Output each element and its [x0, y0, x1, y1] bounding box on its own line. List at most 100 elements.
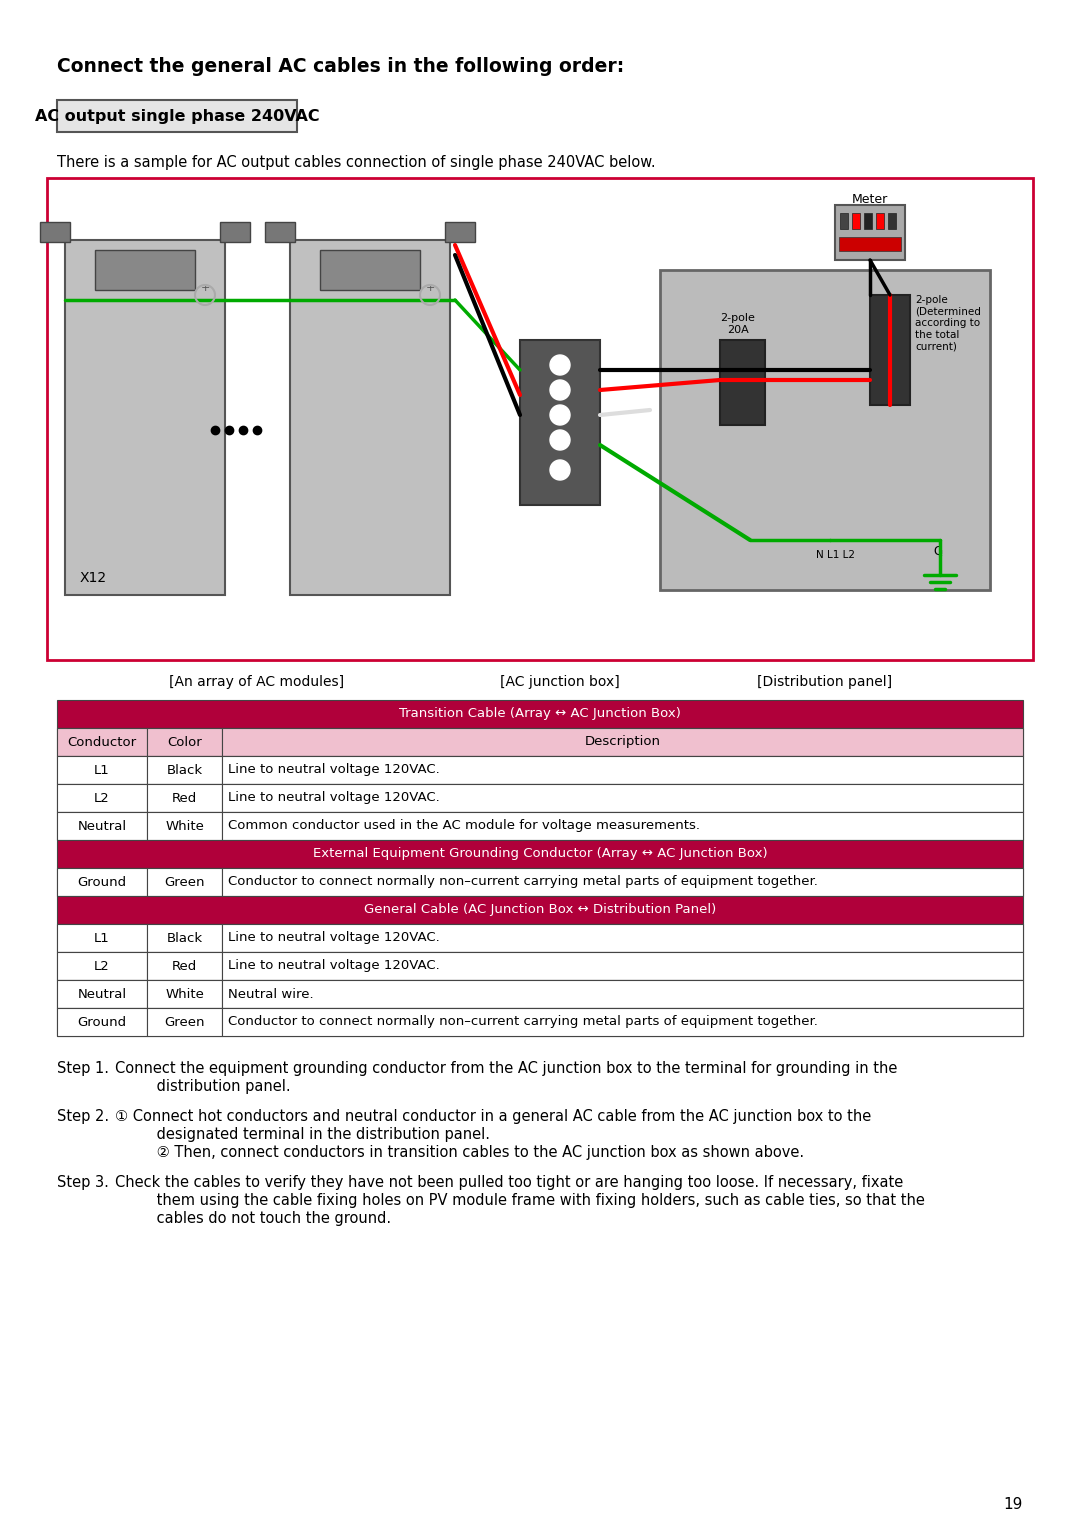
- Bar: [222, 951, 1023, 980]
- Bar: [147, 1008, 222, 1035]
- Circle shape: [550, 354, 570, 376]
- Text: [AC junction box]: [AC junction box]: [500, 675, 620, 689]
- Text: Green: Green: [164, 1015, 205, 1029]
- Text: Red: Red: [172, 959, 198, 973]
- Bar: [57, 728, 1023, 756]
- Bar: [519, 341, 600, 505]
- Bar: [57, 980, 147, 1008]
- Bar: [222, 783, 1023, 812]
- Text: [Distribution panel]: [Distribution panel]: [757, 675, 892, 689]
- Text: Neutral: Neutral: [78, 988, 126, 1000]
- Bar: [57, 980, 1023, 1008]
- Bar: [870, 295, 910, 405]
- Bar: [222, 812, 1023, 840]
- Text: Black: Black: [166, 931, 203, 945]
- Text: Conductor: Conductor: [67, 736, 136, 748]
- Text: Green: Green: [164, 875, 205, 889]
- Bar: [57, 812, 1023, 840]
- Text: them using the cable fixing holes on PV module frame with fixing holders, such a: them using the cable fixing holes on PV …: [114, 1193, 924, 1208]
- Bar: [147, 812, 222, 840]
- Text: designated terminal in the distribution panel.: designated terminal in the distribution …: [114, 1127, 490, 1142]
- Text: Step 2.: Step 2.: [57, 1109, 109, 1124]
- Bar: [147, 783, 222, 812]
- Bar: [57, 951, 1023, 980]
- Bar: [57, 756, 147, 783]
- Text: Check the cables to verify they have not been pulled too tight or are hanging to: Check the cables to verify they have not…: [114, 1174, 903, 1190]
- Text: Conductor to connect normally non–current carrying metal parts of equipment toge: Conductor to connect normally non–curren…: [228, 1015, 818, 1029]
- Text: Step 3.: Step 3.: [57, 1174, 109, 1190]
- Text: +: +: [200, 282, 210, 293]
- Bar: [57, 867, 147, 896]
- Text: External Equipment Grounding Conductor (Array ↔ AC Junction Box): External Equipment Grounding Conductor (…: [313, 847, 767, 861]
- Circle shape: [550, 431, 570, 450]
- Text: Line to neutral voltage 120VAC.: Line to neutral voltage 120VAC.: [228, 791, 440, 805]
- Text: 2-pole
(Determined
according to
the total
current): 2-pole (Determined according to the tota…: [915, 295, 981, 351]
- Bar: [57, 699, 1023, 728]
- Text: Neutral: Neutral: [78, 820, 126, 832]
- Bar: [222, 867, 1023, 896]
- Bar: [57, 867, 1023, 896]
- Bar: [48, 179, 1032, 660]
- Bar: [57, 728, 147, 756]
- Bar: [852, 212, 860, 229]
- Bar: [147, 756, 222, 783]
- Text: distribution panel.: distribution panel.: [114, 1080, 291, 1093]
- Text: ① Connect hot conductors and neutral conductor in a general AC cable from the AC: ① Connect hot conductors and neutral con…: [114, 1109, 872, 1124]
- Text: Step 1.: Step 1.: [57, 1061, 109, 1077]
- Text: Black: Black: [166, 764, 203, 777]
- Bar: [147, 728, 222, 756]
- Text: Meter: Meter: [852, 192, 888, 206]
- Text: [An array of AC modules]: [An array of AC modules]: [170, 675, 345, 689]
- Bar: [320, 250, 420, 290]
- Text: L2: L2: [94, 791, 110, 805]
- Text: Connect the general AC cables in the following order:: Connect the general AC cables in the fol…: [57, 56, 624, 76]
- Bar: [57, 783, 1023, 812]
- Bar: [57, 924, 1023, 951]
- Text: Red: Red: [172, 791, 198, 805]
- Bar: [222, 756, 1023, 783]
- Bar: [57, 951, 147, 980]
- Bar: [839, 237, 901, 250]
- Bar: [445, 221, 475, 241]
- Bar: [222, 1008, 1023, 1035]
- Bar: [57, 840, 1023, 867]
- Bar: [265, 221, 295, 241]
- Text: L1: L1: [94, 764, 110, 777]
- Text: 19: 19: [1003, 1496, 1023, 1512]
- Text: +: +: [426, 282, 434, 293]
- Text: X12: X12: [80, 571, 107, 585]
- Text: There is a sample for AC output cables connection of single phase 240VAC below.: There is a sample for AC output cables c…: [57, 156, 656, 169]
- Bar: [876, 212, 885, 229]
- Bar: [57, 1008, 1023, 1035]
- Text: Description: Description: [584, 736, 661, 748]
- Text: Conductor to connect normally non–current carrying metal parts of equipment toge: Conductor to connect normally non–curren…: [228, 875, 818, 889]
- Text: White: White: [165, 988, 204, 1000]
- Text: White: White: [165, 820, 204, 832]
- Bar: [147, 867, 222, 896]
- Text: Line to neutral voltage 120VAC.: Line to neutral voltage 120VAC.: [228, 959, 440, 973]
- Text: G: G: [933, 545, 943, 557]
- Bar: [57, 812, 147, 840]
- Bar: [57, 756, 1023, 783]
- Circle shape: [550, 460, 570, 479]
- Text: Color: Color: [167, 736, 202, 748]
- Bar: [65, 240, 225, 596]
- Circle shape: [550, 380, 570, 400]
- Bar: [40, 221, 70, 241]
- Text: ② Then, connect conductors in transition cables to the AC junction box as shown : ② Then, connect conductors in transition…: [114, 1145, 805, 1161]
- Bar: [147, 951, 222, 980]
- Bar: [57, 896, 1023, 924]
- Bar: [660, 270, 990, 589]
- Text: Ground: Ground: [78, 875, 126, 889]
- Bar: [840, 212, 848, 229]
- Bar: [222, 924, 1023, 951]
- Text: Line to neutral voltage 120VAC.: Line to neutral voltage 120VAC.: [228, 764, 440, 777]
- Bar: [291, 240, 450, 596]
- Bar: [222, 728, 1023, 756]
- Text: Ground: Ground: [78, 1015, 126, 1029]
- Bar: [57, 783, 147, 812]
- Text: L2: L2: [94, 959, 110, 973]
- Bar: [95, 250, 195, 290]
- Text: Transition Cable (Array ↔ AC Junction Box): Transition Cable (Array ↔ AC Junction Bo…: [400, 707, 680, 721]
- Text: Neutral wire.: Neutral wire.: [228, 988, 313, 1000]
